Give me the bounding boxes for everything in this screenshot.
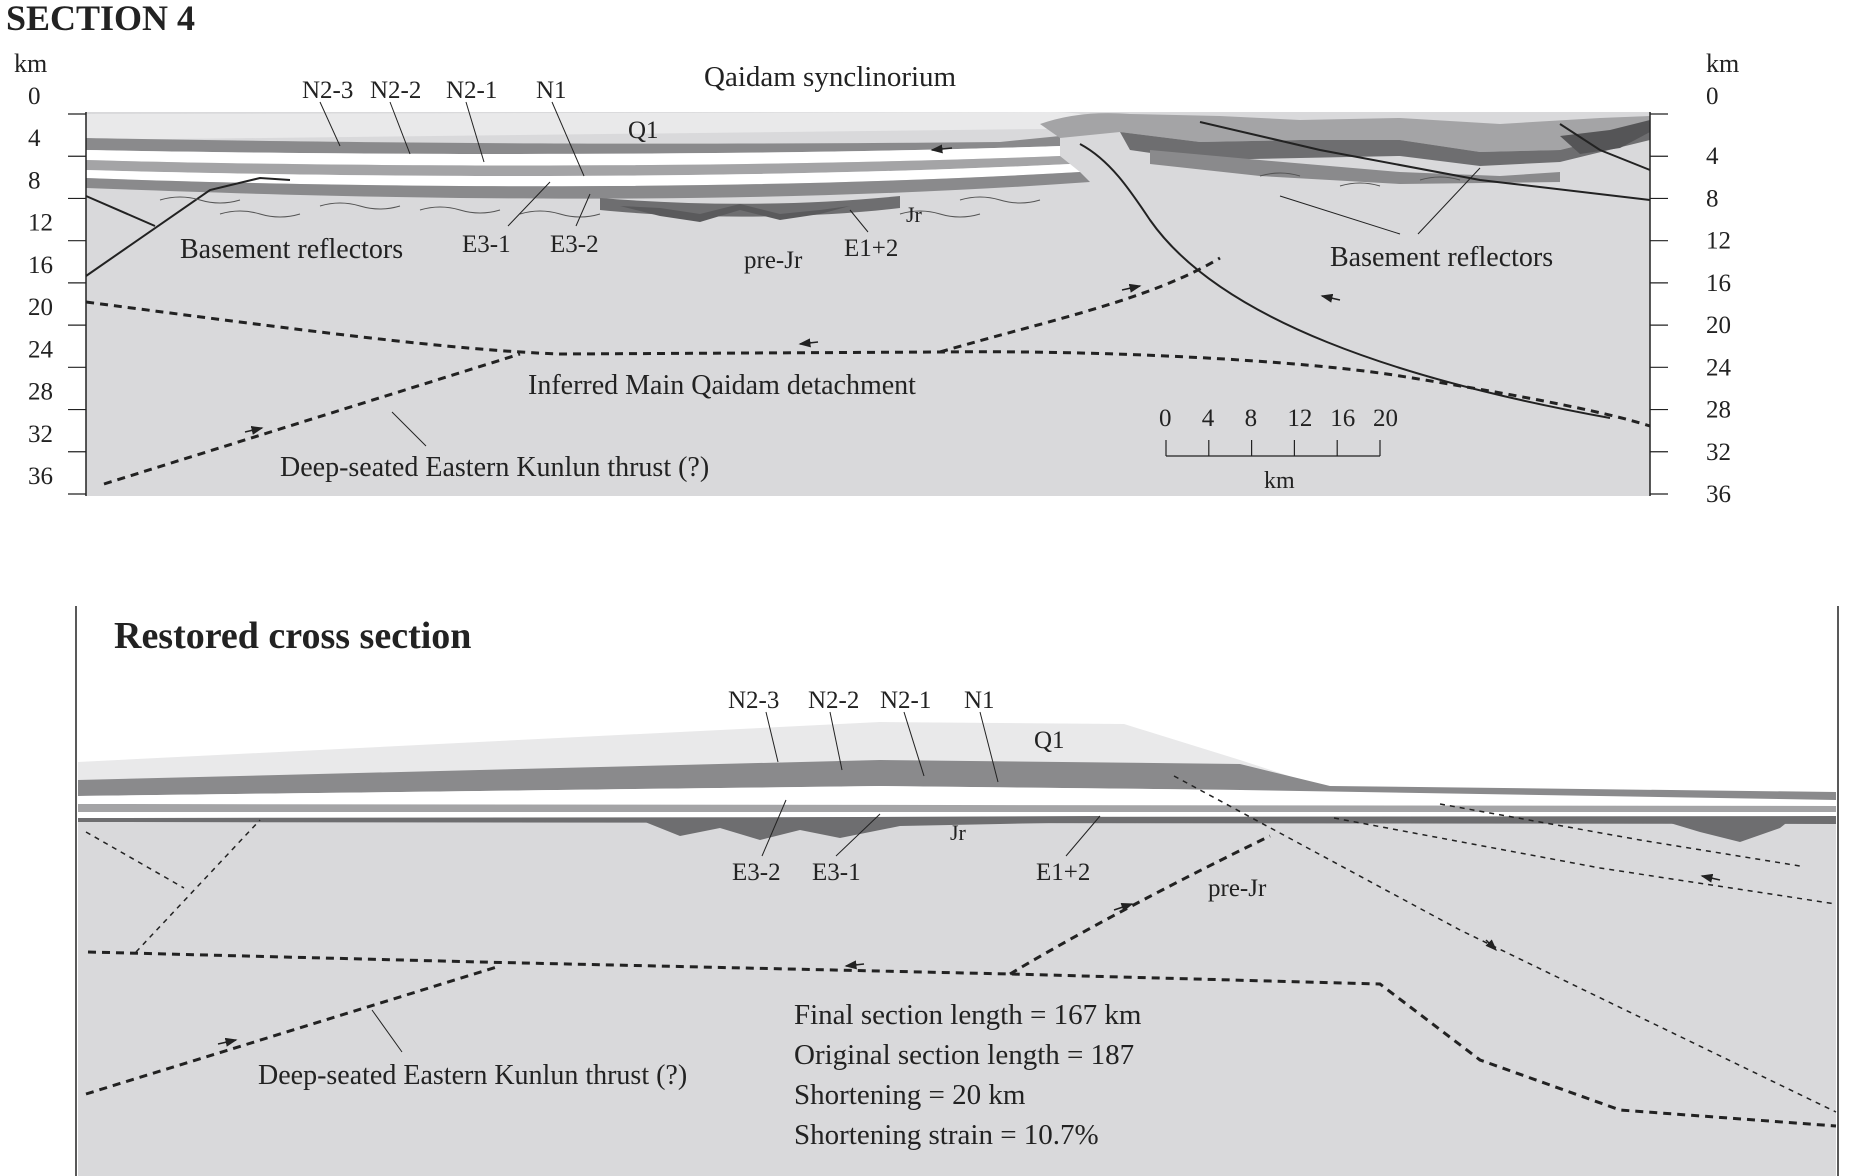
depth-tick-label-right: 16 xyxy=(1706,270,1731,297)
depth-tick-label-left: 32 xyxy=(28,421,53,448)
scale-tick-label: 4 xyxy=(1202,405,1215,432)
fault-right-short xyxy=(1559,123,1651,171)
restored-label-n2-2: N2-2 xyxy=(808,687,859,714)
restored-label-e3-2: E3-2 xyxy=(732,859,781,886)
scale-tick-label: 20 xyxy=(1373,405,1398,432)
restored-basement xyxy=(78,818,1836,1176)
leader-lines xyxy=(319,101,1481,447)
label-n2-1: N2-1 xyxy=(446,77,497,104)
restored-strata-2 xyxy=(78,786,1836,806)
depth-tick-label-right: 36 xyxy=(1706,481,1731,508)
restored-jr-basin xyxy=(640,816,1100,840)
restored-section: Restored cross section xyxy=(75,606,1839,1176)
label-n1: N1 xyxy=(536,77,567,104)
restored-label-e3-1: E3-1 xyxy=(812,859,861,886)
scale-tick-label: 0 xyxy=(1159,405,1172,432)
fault-left-short xyxy=(85,195,156,227)
restored-label-e1-2: E1+2 xyxy=(1036,859,1090,886)
restored-main-detachment xyxy=(87,950,1837,1128)
main-qaidam-detachment xyxy=(85,300,1651,428)
section-title: SECTION 4 xyxy=(6,0,195,38)
scale-bar: 0 4 8 12 16 20 km xyxy=(1159,405,1398,494)
label-pre-jr: pre-Jr xyxy=(744,247,803,274)
depth-axis-left: km 0 4 8 12 16 20 24 28 32 36 xyxy=(14,49,86,495)
restored-label-pre-jr: pre-Jr xyxy=(1208,875,1267,902)
kunlun-thrust-dashed xyxy=(103,352,521,486)
depth-tick-label-right: 28 xyxy=(1706,397,1731,424)
depth-tick-label-right: 8 xyxy=(1706,185,1719,212)
depth-tick-label-left: 8 xyxy=(28,167,41,194)
depth-tick-label-right: 24 xyxy=(1706,354,1732,381)
label-main-detachment: Inferred Main Qaidam detachment xyxy=(528,370,916,401)
restored-label-kunlun-thrust: Deep-seated Eastern Kunlun thrust (?) xyxy=(258,1060,687,1091)
label-kunlun-thrust-top: Deep-seated Eastern Kunlun thrust (?) xyxy=(280,452,709,483)
restored-stats: Final section length = 167 km Original s… xyxy=(794,999,1142,1151)
restored-basin-right xyxy=(1660,820,1790,842)
slip-arrows xyxy=(244,144,1341,435)
scale-tick-label: 8 xyxy=(1245,405,1258,432)
label-n2-3: N2-3 xyxy=(302,77,353,104)
depth-tick-label-left: 28 xyxy=(28,379,53,406)
depth-tick-label-right: 20 xyxy=(1706,312,1731,339)
layered-strata xyxy=(86,136,1090,222)
restored-detachments xyxy=(85,834,1837,1128)
label-q1: Q1 xyxy=(628,117,659,144)
restored-arrows xyxy=(217,873,1721,1047)
depth-tick-label-right: 32 xyxy=(1706,439,1731,466)
label-basement-reflectors-right: Basement reflectors xyxy=(1330,242,1553,273)
depth-tick-label-right: 0 xyxy=(1706,83,1719,110)
depth-tick-label-left: 12 xyxy=(28,210,53,237)
stat-final-length: Final section length = 167 km xyxy=(794,999,1142,1031)
restored-strata-1 xyxy=(78,760,1836,800)
scale-tick-label: 16 xyxy=(1330,405,1355,432)
depth-unit-right: km xyxy=(1706,49,1739,78)
scale-unit: km xyxy=(1264,468,1295,494)
fault-right-flat xyxy=(1199,121,1651,201)
depth-tick-label-left: 4 xyxy=(28,125,41,152)
label-e1-2: E1+2 xyxy=(844,235,898,262)
depth-tick-label-right: 12 xyxy=(1706,228,1731,255)
depth-tick-label-left: 20 xyxy=(28,294,53,321)
restored-branch xyxy=(1009,834,1271,976)
restored-label-jr: Jr xyxy=(950,820,967,845)
restored-label-q1: Q1 xyxy=(1034,727,1065,754)
label-n2-2: N2-2 xyxy=(370,77,421,104)
detachment-upper-branch xyxy=(939,256,1221,354)
stat-original-length: Original section length = 187 xyxy=(794,1039,1134,1071)
present-day-section: km 0 4 8 12 16 20 24 28 32 36 km 0 4 8 12 16 20 24 28 32 3… xyxy=(14,49,1739,508)
restored-label-n2-1: N2-1 xyxy=(880,687,931,714)
restored-label-n1: N1 xyxy=(964,687,995,714)
quaternary-fill xyxy=(86,112,1130,140)
depth-tick-label-left: 36 xyxy=(28,463,53,490)
depth-tick-label-left: 24 xyxy=(28,336,54,363)
scale-tick-label: 12 xyxy=(1287,405,1312,432)
label-e3-1: E3-1 xyxy=(462,231,511,258)
restored-thin-faults xyxy=(85,775,1837,1113)
depth-unit-left: km xyxy=(14,49,47,78)
depth-axis-right: km 0 4 8 12 16 20 24 28 32 36 xyxy=(1650,49,1739,508)
restored-strata-3 xyxy=(78,804,1836,812)
restored-label-n2-3: N2-3 xyxy=(728,687,779,714)
depth-tick-label-right: 4 xyxy=(1706,143,1719,170)
depth-tick-label-left: 0 xyxy=(28,83,41,110)
label-qaidam-synclinorium: Qaidam synclinorium xyxy=(704,61,957,93)
detachments xyxy=(85,256,1651,486)
restored-kunlun-thrust xyxy=(85,964,501,1096)
stat-shortening-strain: Shortening strain = 10.7% xyxy=(794,1119,1099,1151)
label-jr: Jr xyxy=(906,202,923,227)
label-basement-reflectors-left: Basement reflectors xyxy=(180,234,403,265)
depth-tick-label-left: 16 xyxy=(28,252,53,279)
restored-leader-lines xyxy=(371,711,1101,1053)
stat-shortening: Shortening = 20 km xyxy=(794,1079,1026,1111)
restored-title: Restored cross section xyxy=(114,615,471,657)
basement-reflector-lines xyxy=(159,172,1461,218)
label-e3-2: E3-2 xyxy=(550,231,599,258)
fault-left-ramp xyxy=(85,176,291,277)
